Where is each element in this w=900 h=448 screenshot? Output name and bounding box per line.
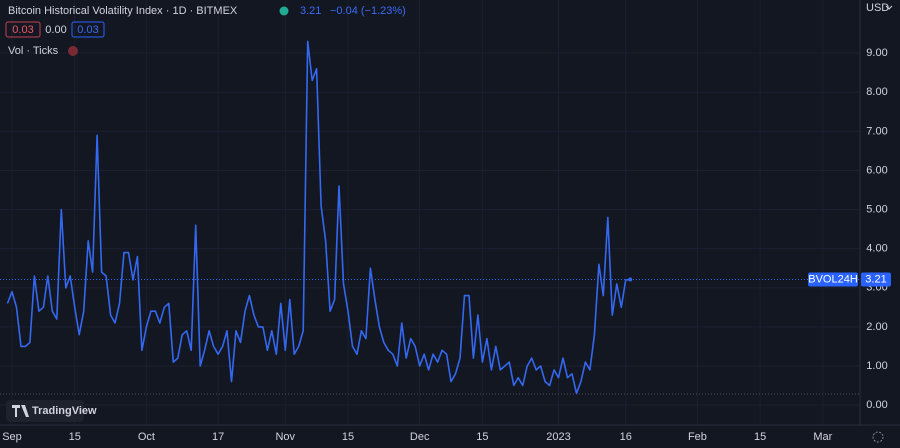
- x-tick-label: Mar: [813, 431, 832, 443]
- x-tick-label: 15: [476, 431, 488, 443]
- y-tick-label: 2.00: [866, 321, 887, 333]
- y-tick-label: 1.00: [866, 360, 887, 372]
- last-price: 3.21: [300, 5, 321, 17]
- chart-title: Bitcoin Historical Volatility Index · 1D…: [8, 5, 238, 17]
- series-line: [6, 40, 631, 395]
- logo-box: [6, 400, 84, 422]
- x-tick-label: Nov: [275, 431, 295, 443]
- x-tick-label: Feb: [688, 431, 707, 443]
- y-tick-label: 9.00: [866, 47, 887, 59]
- symbol-tag: BVOL24H: [808, 273, 858, 285]
- settings-icon[interactable]: [872, 431, 884, 443]
- last-point: [628, 277, 633, 282]
- price-tag-box: [861, 272, 891, 287]
- sell-box[interactable]: [5, 21, 41, 38]
- y-tick-label: 8.00: [866, 86, 887, 98]
- currency[interactable]: USD: [866, 2, 889, 14]
- y-tick-label: 6.00: [866, 164, 887, 176]
- symbol-tag-box: [808, 272, 858, 287]
- plot: [0, 40, 860, 395]
- x-tick-label: 15: [342, 431, 354, 443]
- x-tick-label: Sep: [2, 431, 22, 443]
- currency-dropdown[interactable]: [885, 5, 893, 10]
- sell-value: 0.03: [12, 24, 33, 36]
- status-dot: [279, 6, 289, 16]
- x-tick-label: Oct: [138, 431, 155, 443]
- logo-text: TradingView: [32, 405, 97, 417]
- x-tick-label: 17: [212, 431, 224, 443]
- buy-box[interactable]: [71, 21, 105, 38]
- y-tick-label: 7.00: [866, 125, 887, 137]
- x-tick-label: 16: [620, 431, 632, 443]
- indicator-warning[interactable]: [68, 46, 78, 56]
- y-tick-label: 0.00: [866, 399, 887, 411]
- y-tick-label: 5.00: [866, 203, 887, 215]
- price-change: −0.04 (−1.23%): [330, 5, 406, 17]
- x-tick-label: 15: [754, 431, 766, 443]
- y-tick-label: 4.00: [866, 243, 887, 255]
- spread-value: 0.00: [45, 24, 66, 36]
- price-tag: 3.21: [865, 273, 886, 285]
- x-tick-label: Dec: [410, 431, 430, 443]
- buy-value: 0.03: [77, 24, 98, 36]
- x-tick-label: 2023: [546, 431, 570, 443]
- indicator-label: Vol · Ticks: [8, 45, 59, 57]
- x-tick-label: 15: [69, 431, 81, 443]
- logo-icon: [12, 405, 29, 417]
